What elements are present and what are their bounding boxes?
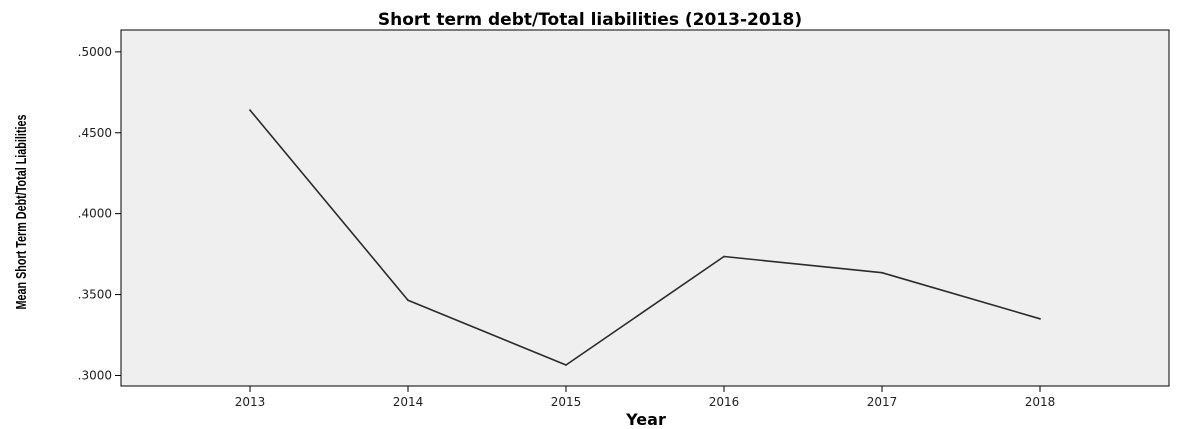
x-tick-label: 2018 [1025, 395, 1056, 409]
x-tick-label: 2013 [235, 395, 266, 409]
series-line [249, 109, 1041, 366]
data-point [565, 364, 567, 366]
data-point [881, 271, 883, 274]
x-tick-label: 2014 [393, 395, 424, 409]
x-axis: 2013 2014 2015 2016 2017 2018 [235, 386, 1056, 409]
y-tick-label: .4000 [78, 207, 112, 221]
y-axis-label: Mean Short Term Debt/Total Liabilities [12, 115, 29, 310]
data-point [1039, 317, 1041, 320]
y-axis: .3000 .3500 .4000 .4500 .5000 [78, 45, 121, 382]
x-axis-label: Year [625, 410, 666, 429]
y-tick-label: .4500 [78, 126, 112, 140]
series-layer [249, 109, 1041, 366]
data-point [407, 299, 409, 302]
y-tick-label: .5000 [78, 45, 112, 59]
y-tick-label: .3000 [78, 368, 112, 382]
x-tick-label: 2016 [709, 395, 740, 409]
y-tick-label: .3500 [78, 288, 112, 302]
x-tick-label: 2015 [551, 395, 582, 409]
x-tick-label: 2017 [867, 395, 898, 409]
data-point [249, 109, 251, 111]
chart-title: Short term debt/Total liabilities (2013-… [378, 10, 802, 30]
data-point [723, 255, 725, 258]
plot-area [120, 29, 1170, 387]
